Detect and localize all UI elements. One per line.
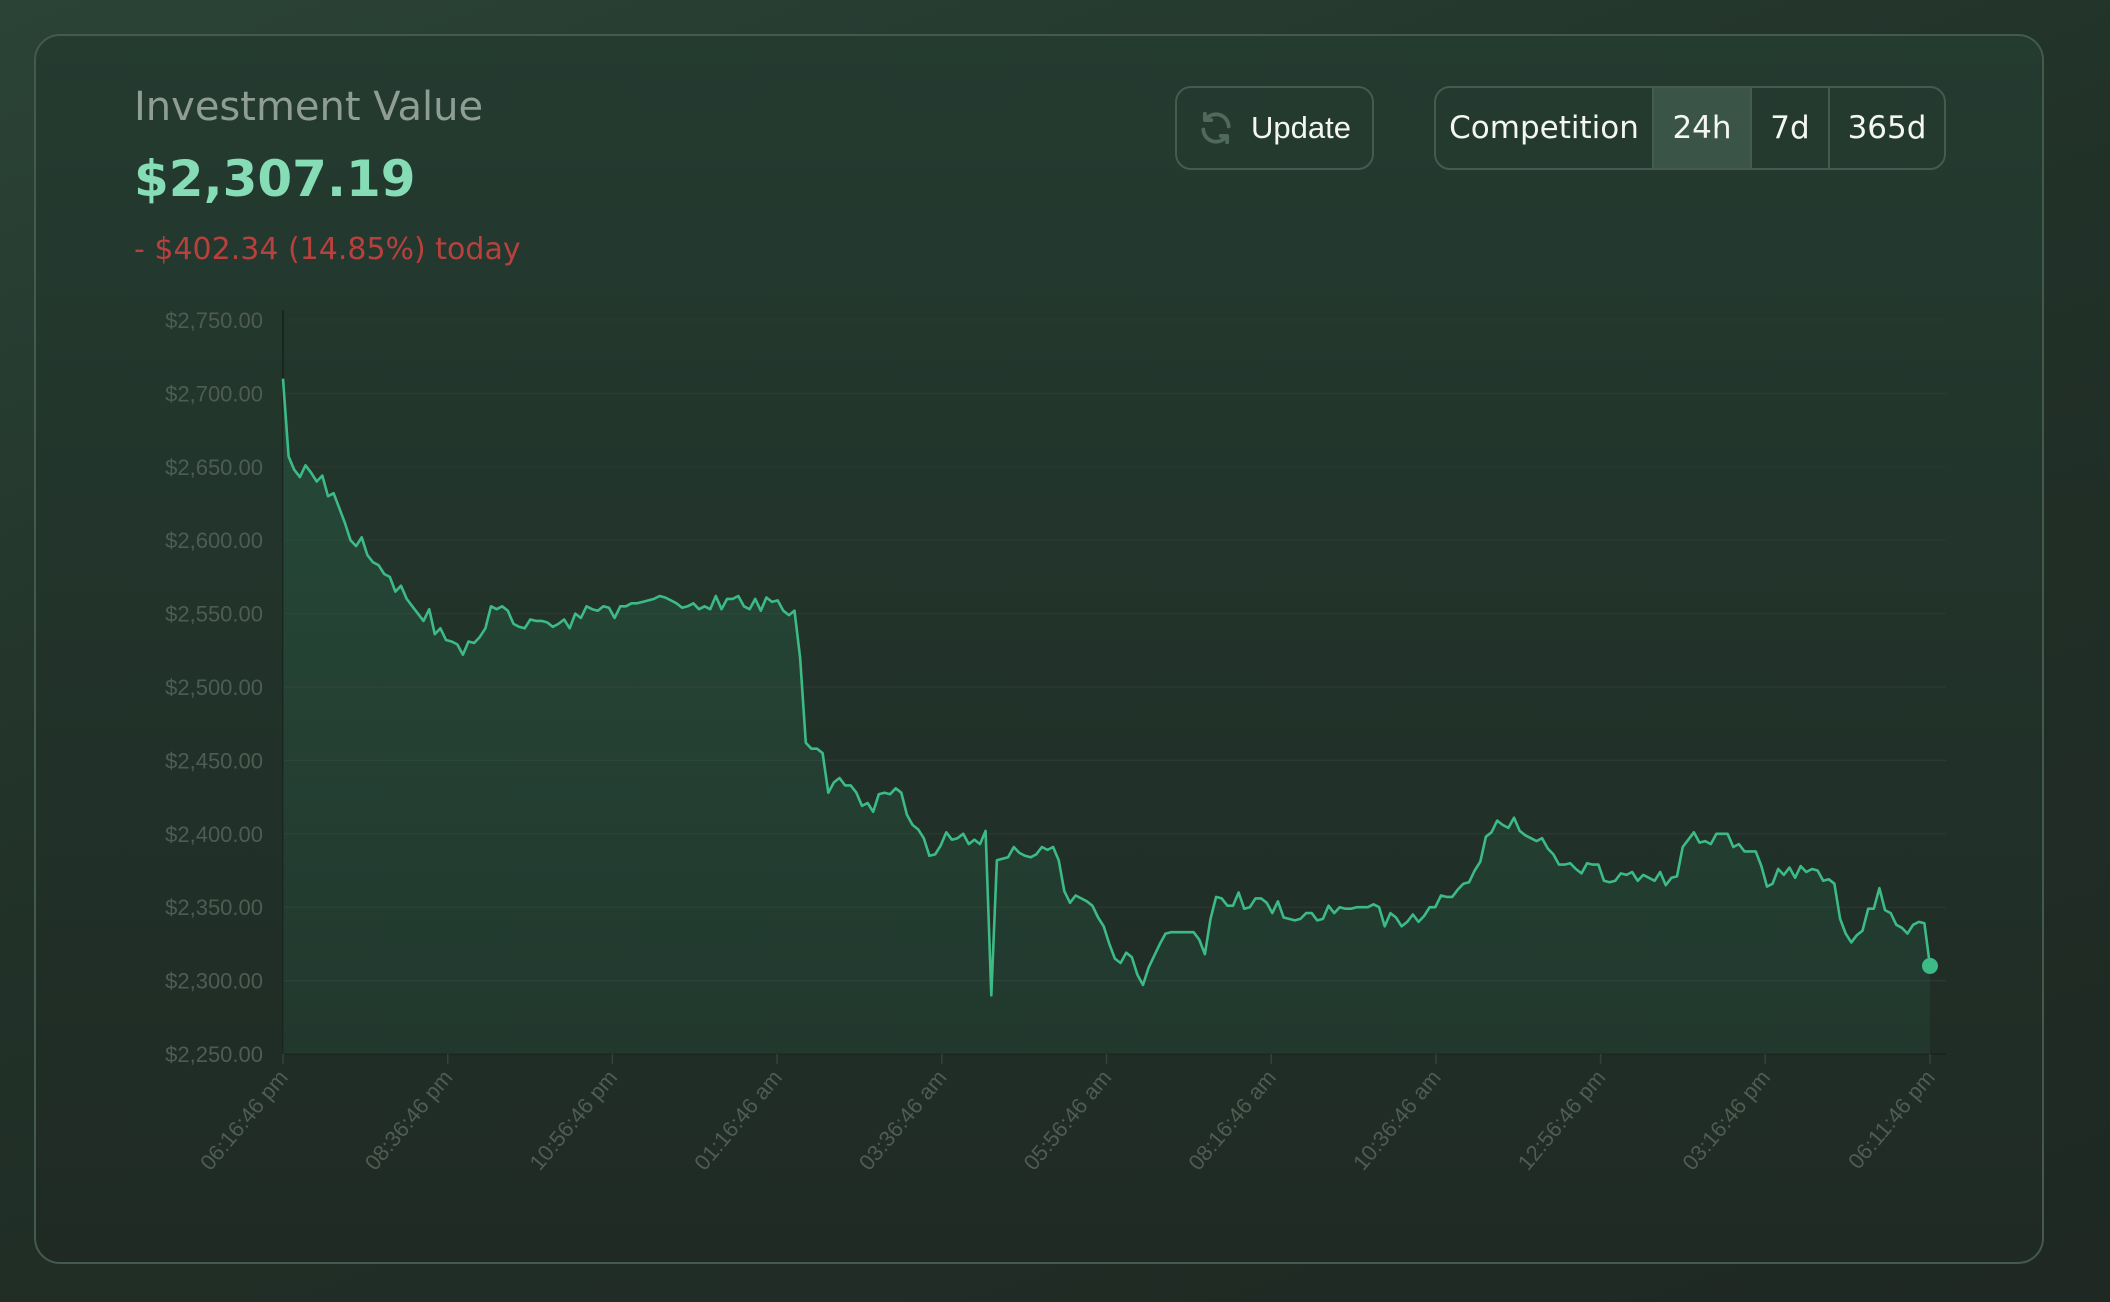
y-tick-label: $2,500.00 xyxy=(165,675,263,700)
x-tick-label: 10:36:46 am xyxy=(1348,1065,1446,1175)
x-tick-label: 12:56:46 pm xyxy=(1513,1065,1611,1175)
x-tick-label: 08:36:46 pm xyxy=(360,1065,458,1175)
y-tick-label: $2,450.00 xyxy=(165,748,263,773)
range-competition[interactable]: Competition xyxy=(1449,110,1639,146)
range-365d[interactable]: 365d xyxy=(1828,88,1944,168)
update-label: Update xyxy=(1251,110,1351,145)
y-tick-label: $2,700.00 xyxy=(165,381,263,406)
card-title: Investment Value xyxy=(134,84,484,130)
x-tick-label: 06:16:46 pm xyxy=(195,1065,293,1175)
y-tick-label: $2,600.00 xyxy=(165,528,263,553)
y-tick-label: $2,750.00 xyxy=(165,308,263,333)
value-area xyxy=(283,378,1930,1054)
range-24h[interactable]: 24h xyxy=(1652,88,1750,168)
latest-point[interactable] xyxy=(1922,957,1938,974)
investment-value: $2,307.19 xyxy=(134,150,416,208)
x-tick-label: 01:16:46 am xyxy=(689,1065,787,1175)
refresh-icon xyxy=(1197,109,1235,147)
range-7d[interactable]: 7d xyxy=(1750,88,1828,168)
y-tick-label: $2,350.00 xyxy=(165,895,263,920)
x-tick-label: 10:56:46 pm xyxy=(524,1065,622,1175)
x-tick-label: 05:56:46 am xyxy=(1019,1065,1117,1175)
y-tick-label: $2,400.00 xyxy=(165,822,263,847)
x-tick-label: 08:16:46 am xyxy=(1183,1065,1281,1175)
x-tick-label: 03:16:46 pm xyxy=(1677,1065,1775,1175)
y-tick-label: $2,550.00 xyxy=(165,602,263,627)
value-line xyxy=(281,378,1932,997)
update-button[interactable]: Update xyxy=(1175,86,1374,170)
y-tick-label: $2,300.00 xyxy=(165,969,263,994)
y-tick-label: $2,650.00 xyxy=(165,455,263,480)
x-tick-label: 06:11:46 pm xyxy=(1843,1065,1940,1174)
range-selector: Competition 24h 7d 365d xyxy=(1434,86,1946,170)
x-tick-label: 03:36:46 am xyxy=(854,1065,952,1175)
daily-change: - $402.34 (14.85%) today xyxy=(134,232,521,267)
y-tick-label: $2,250.00 xyxy=(165,1042,263,1067)
